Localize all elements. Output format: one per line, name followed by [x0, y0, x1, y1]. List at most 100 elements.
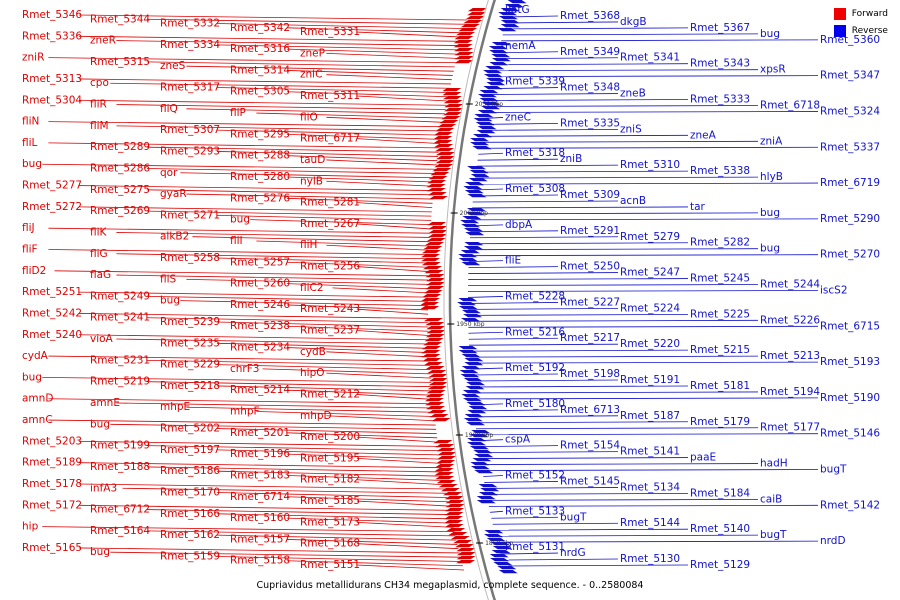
reverse-gene[interactable]: [465, 232, 485, 236]
gene-label[interactable]: zneP: [300, 47, 325, 59]
forward-gene[interactable]: [435, 128, 455, 132]
reverse-gene[interactable]: [469, 446, 489, 450]
reverse-gene[interactable]: [464, 362, 484, 366]
reverse-gene[interactable]: [489, 62, 509, 66]
gene-label[interactable]: Rmet_5281: [300, 197, 360, 209]
gene-label[interactable]: Rmet_5241: [90, 312, 150, 324]
reverse-gene[interactable]: [486, 538, 506, 542]
gene-label[interactable]: Rmet_5317: [160, 81, 220, 93]
gene-label[interactable]: bug: [760, 207, 780, 219]
forward-gene[interactable]: [423, 318, 443, 322]
gene-label[interactable]: Rmet_5260: [230, 278, 290, 290]
forward-gene[interactable]: [463, 20, 483, 24]
gene-label[interactable]: bug: [22, 158, 42, 170]
gene-label[interactable]: Rmet_5331: [300, 26, 360, 38]
reverse-gene[interactable]: [466, 402, 486, 406]
forward-gene[interactable]: [454, 60, 474, 64]
gene-label[interactable]: zneR: [90, 35, 116, 47]
gene-label[interactable]: zniC: [300, 69, 322, 81]
reverse-gene[interactable]: [464, 242, 484, 246]
reverse-gene[interactable]: [485, 66, 505, 70]
forward-gene[interactable]: [421, 250, 441, 254]
reverse-gene[interactable]: [470, 142, 490, 146]
forward-gene[interactable]: [426, 406, 446, 410]
gene-label[interactable]: acnB: [620, 195, 646, 207]
reverse-gene[interactable]: [480, 488, 500, 492]
forward-gene[interactable]: [427, 410, 447, 414]
gene-label[interactable]: xpsR: [760, 64, 786, 76]
reverse-gene[interactable]: [461, 354, 481, 358]
forward-gene[interactable]: [436, 480, 456, 484]
gene-label[interactable]: fliP: [230, 107, 246, 119]
reverse-gene[interactable]: [484, 530, 504, 534]
gene-label[interactable]: Rmet_6712: [90, 504, 150, 516]
forward-gene[interactable]: [465, 16, 485, 20]
gene-label[interactable]: Rmet_5172: [22, 499, 82, 511]
gene-label[interactable]: Rmet_5346: [22, 9, 82, 21]
gene-label[interactable]: bug: [90, 418, 110, 430]
reverse-gene[interactable]: [465, 386, 485, 390]
gene-label[interactable]: Rmet_5247: [620, 267, 680, 279]
forward-gene[interactable]: [448, 532, 468, 536]
gene-label[interactable]: Rmet_5134: [620, 481, 680, 493]
gene-label[interactable]: Rmet_5343: [690, 58, 750, 70]
forward-gene[interactable]: [427, 386, 447, 390]
forward-gene[interactable]: [426, 390, 446, 394]
reverse-gene[interactable]: [464, 190, 484, 194]
gene-label[interactable]: Rmet_5201: [230, 427, 290, 439]
gene-label[interactable]: fliH: [300, 239, 317, 251]
forward-gene[interactable]: [421, 354, 441, 358]
gene-label[interactable]: Rmet_5227: [560, 296, 620, 308]
gene-label[interactable]: Rmet_5242: [22, 307, 82, 319]
reverse-gene[interactable]: [483, 86, 503, 90]
forward-gene[interactable]: [433, 140, 453, 144]
reverse-gene[interactable]: [498, 16, 518, 20]
gene-label[interactable]: hip: [22, 521, 39, 533]
reverse-gene[interactable]: [458, 350, 478, 354]
gene-label[interactable]: bugT: [820, 464, 847, 476]
gene-label[interactable]: Rmet_5190: [820, 392, 880, 404]
gene-label[interactable]: Rmet_5344: [90, 13, 150, 25]
gene-label[interactable]: Rmet_5229: [160, 359, 220, 371]
gene-label[interactable]: bugT: [560, 511, 587, 523]
forward-gene[interactable]: [427, 222, 447, 226]
forward-gene[interactable]: [426, 188, 446, 192]
gene-label[interactable]: fliI: [230, 235, 243, 247]
forward-gene[interactable]: [428, 230, 448, 234]
gene-label[interactable]: Rmet_5182: [300, 474, 360, 486]
gene-label[interactable]: Rmet_5191: [620, 374, 680, 386]
forward-gene[interactable]: [443, 520, 463, 524]
gene-label[interactable]: Rmet_6715: [820, 320, 880, 332]
forward-gene[interactable]: [427, 370, 447, 374]
gene-label[interactable]: Rmet_5279: [620, 231, 680, 243]
gene-label[interactable]: Rmet_5349: [560, 46, 620, 58]
forward-gene[interactable]: [420, 306, 440, 310]
reverse-gene[interactable]: [461, 366, 481, 370]
reverse-gene[interactable]: [474, 454, 494, 458]
reverse-gene[interactable]: [476, 500, 496, 504]
gene-label[interactable]: Rmet_5277: [22, 180, 82, 192]
gene-label[interactable]: Rmet_6717: [300, 133, 360, 145]
forward-gene[interactable]: [421, 350, 441, 354]
reverse-gene[interactable]: [466, 442, 486, 446]
gene-label[interactable]: hipO: [300, 367, 325, 379]
reverse-gene[interactable]: [470, 466, 490, 470]
gene-label[interactable]: Rmet_5310: [620, 159, 680, 171]
gene-label[interactable]: alkB2: [160, 231, 189, 243]
reverse-gene[interactable]: [498, 570, 518, 574]
gene-label[interactable]: Rmet_5295: [230, 128, 290, 140]
reverse-gene[interactable]: [479, 98, 499, 102]
gene-label[interactable]: Rmet_5213: [760, 350, 820, 362]
forward-gene[interactable]: [442, 96, 462, 100]
reverse-gene[interactable]: [466, 382, 486, 386]
gene-label[interactable]: Rmet_5164: [90, 525, 150, 537]
forward-gene[interactable]: [456, 560, 476, 564]
gene-label[interactable]: Rmet_5293: [160, 145, 220, 157]
gene-label[interactable]: Rmet_5159: [160, 550, 220, 562]
forward-gene[interactable]: [434, 472, 454, 476]
gene-label[interactable]: Rmet_5203: [22, 435, 82, 447]
gene-label[interactable]: Rmet_5162: [160, 529, 220, 541]
reverse-gene[interactable]: [458, 298, 478, 302]
forward-gene[interactable]: [432, 168, 452, 172]
forward-gene[interactable]: [428, 382, 448, 386]
